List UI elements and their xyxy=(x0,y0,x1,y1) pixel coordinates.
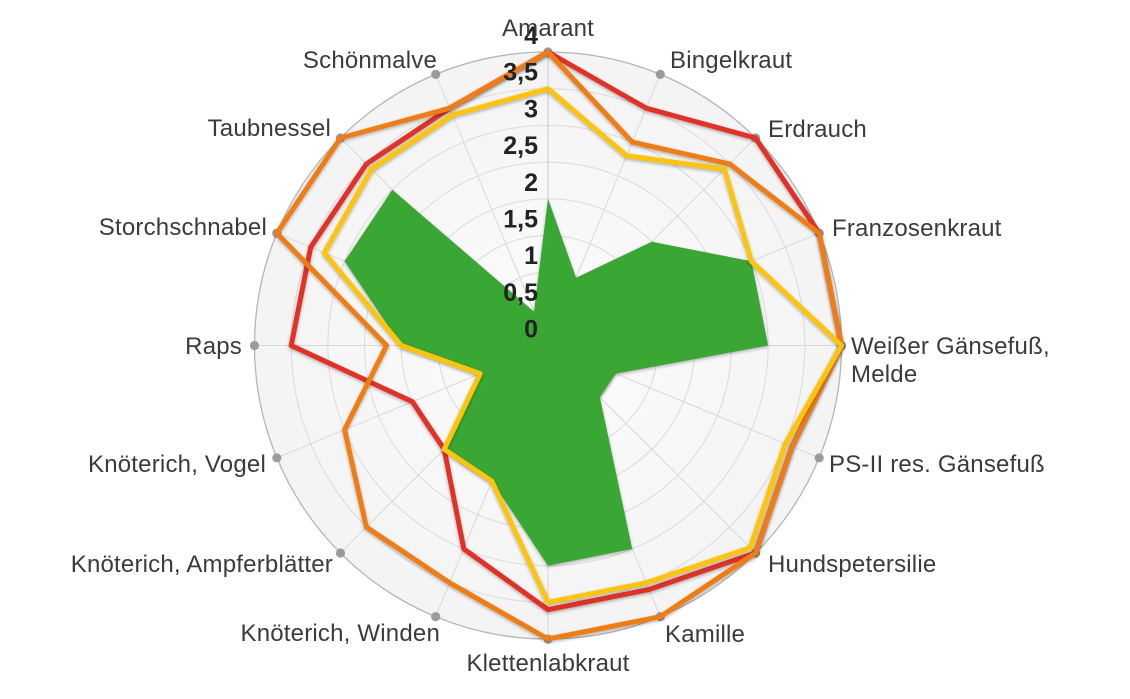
category-label-1: Bingelkraut xyxy=(670,47,792,74)
category-label-7: Kamille xyxy=(665,621,745,648)
category-label-14: Taubnessel xyxy=(208,115,331,142)
axis-dot-11 xyxy=(272,453,282,463)
axis-dot-15 xyxy=(431,69,441,79)
category-label-9: Knöterich, Winden xyxy=(240,620,440,647)
tick-label-4: 2 xyxy=(524,169,538,197)
tick-label-1: 0,5 xyxy=(503,279,538,307)
axis-dot-1 xyxy=(655,69,665,79)
axis-dot-5 xyxy=(814,453,824,463)
category-label-4: Weißer Gänsefuß, Melde xyxy=(851,333,1050,388)
series-orange-line xyxy=(274,49,844,642)
tick-label-2: 1 xyxy=(524,242,538,270)
axis-dot-12 xyxy=(249,340,260,351)
tick-label-0: 0 xyxy=(524,316,538,344)
series-green-area xyxy=(344,189,769,566)
tick-label-5: 2,5 xyxy=(503,132,538,160)
category-label-8: Klettenlabkraut xyxy=(466,650,629,677)
category-label-3: Franzosenkraut xyxy=(832,215,1002,242)
series-yellow-line xyxy=(321,86,844,605)
series-red-line xyxy=(288,49,844,613)
tick-label-3: 1,5 xyxy=(503,205,538,233)
category-label-13: Storchschnabel xyxy=(99,214,267,241)
category-label-2: Erdrauch xyxy=(768,116,867,143)
tick-label-6: 3 xyxy=(524,95,538,123)
tick-label-7: 3,5 xyxy=(503,59,538,87)
axis-spoke-15 xyxy=(435,74,549,346)
category-label-12: Raps xyxy=(185,333,242,360)
category-label-0: Amarant xyxy=(502,15,594,42)
category-label-10: Knöterich, Ampferblätter xyxy=(71,551,333,578)
axis-dot-10 xyxy=(335,548,346,558)
axis-dot-9 xyxy=(431,612,441,622)
category-label-15: Schönmalve xyxy=(303,47,437,74)
category-label-11: Knöterich, Vogel xyxy=(88,451,266,478)
category-label-5: PS-II res. Gänsefuß xyxy=(829,451,1045,478)
category-label-6: Hundspetersilie xyxy=(768,551,936,578)
tick-label-8: 4 xyxy=(524,22,538,50)
